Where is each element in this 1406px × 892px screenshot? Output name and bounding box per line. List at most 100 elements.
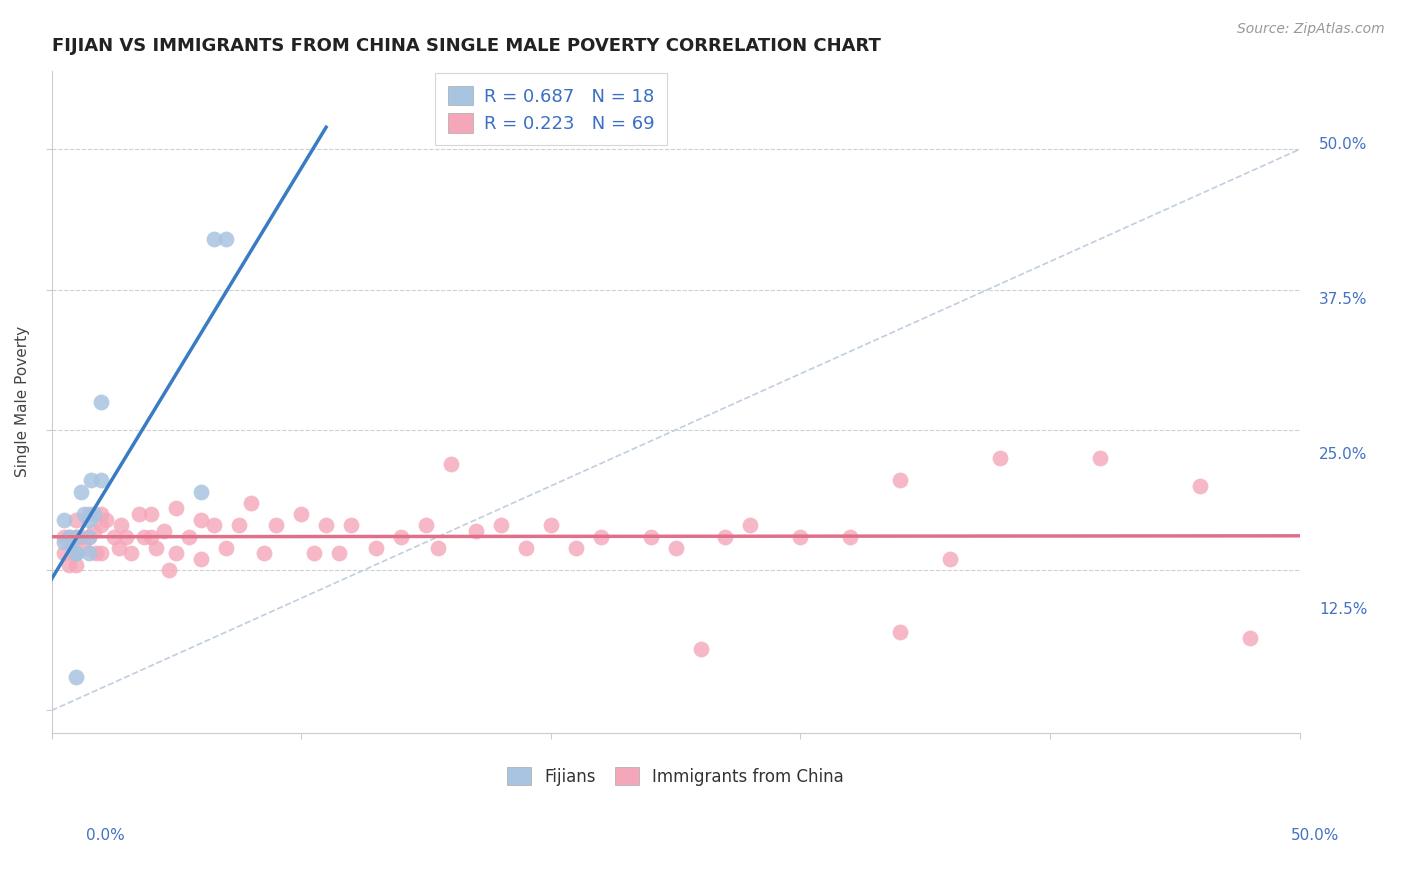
Point [415,518,437,533]
Point [153,524,176,538]
Point [264,518,287,533]
Point [589,529,612,543]
Point [364,541,387,555]
Point [315,518,337,533]
Point [939,552,962,566]
Point [540,518,562,533]
Point [58,529,80,543]
Point [80,474,103,488]
Point [988,450,1011,465]
Point [215,541,238,555]
Point [1188,479,1211,493]
Point [464,524,486,538]
Point [77,529,100,543]
Point [141,529,163,543]
Text: 50.0%: 50.0% [1291,828,1339,843]
Point [115,529,138,543]
Point [90,518,112,533]
Point [515,541,537,555]
Point [141,507,163,521]
Point [73,541,96,555]
Text: 0.0%: 0.0% [86,828,125,843]
Point [253,546,276,560]
Point [190,484,212,499]
Point [65,546,87,560]
Point [1088,450,1111,465]
Text: 50.0%: 50.0% [1319,137,1367,153]
Legend: Fijians, Immigrants from China: Fijians, Immigrants from China [499,759,852,794]
Point [73,507,96,521]
Point [58,558,80,572]
Text: 25.0%: 25.0% [1319,447,1367,462]
Point [240,496,263,510]
Point [157,563,180,577]
Point [340,518,363,533]
Point [889,474,911,488]
Point [145,541,167,555]
Point [60,535,83,549]
Point [202,232,225,246]
Point [177,529,200,543]
Point [90,394,112,409]
Point [489,518,512,533]
Point [65,513,87,527]
Point [689,641,711,656]
Text: 12.5%: 12.5% [1319,602,1367,617]
Point [70,529,93,543]
Point [65,529,87,543]
Text: Source: ZipAtlas.com: Source: ZipAtlas.com [1237,22,1385,37]
Point [132,529,155,543]
Text: 37.5%: 37.5% [1319,293,1367,307]
Point [740,518,762,533]
Point [215,232,238,246]
Text: FIJIAN VS IMMIGRANTS FROM CHINA SINGLE MALE POVERTY CORRELATION CHART: FIJIAN VS IMMIGRANTS FROM CHINA SINGLE M… [52,37,880,55]
Point [1239,631,1261,645]
Point [53,546,76,560]
Point [110,518,132,533]
Point [165,501,187,516]
Point [63,546,86,560]
Point [128,507,150,521]
Point [440,457,463,471]
Point [65,670,87,684]
Point [103,529,125,543]
Point [65,558,87,572]
Point [664,541,686,555]
Point [789,529,811,543]
Point [427,541,450,555]
Point [53,529,76,543]
Point [58,529,80,543]
Point [839,529,862,543]
Point [77,529,100,543]
Point [108,541,131,555]
Point [77,507,100,521]
Point [202,518,225,533]
Point [190,552,212,566]
Point [90,546,112,560]
Point [564,541,586,555]
Point [290,507,312,521]
Point [389,529,412,543]
Point [77,546,100,560]
Point [90,474,112,488]
Point [77,513,100,527]
Point [228,518,250,533]
Point [53,535,76,549]
Point [70,484,93,499]
Point [86,546,108,560]
Point [83,524,105,538]
Y-axis label: Single Male Poverty: Single Male Poverty [15,326,30,477]
Point [90,507,112,521]
Point [53,513,76,527]
Point [889,624,911,639]
Point [190,513,212,527]
Point [65,546,87,560]
Point [165,546,187,560]
Point [640,529,662,543]
Point [65,529,87,543]
Point [96,513,118,527]
Point [83,507,105,521]
Point [714,529,737,543]
Point [328,546,350,560]
Point [302,546,325,560]
